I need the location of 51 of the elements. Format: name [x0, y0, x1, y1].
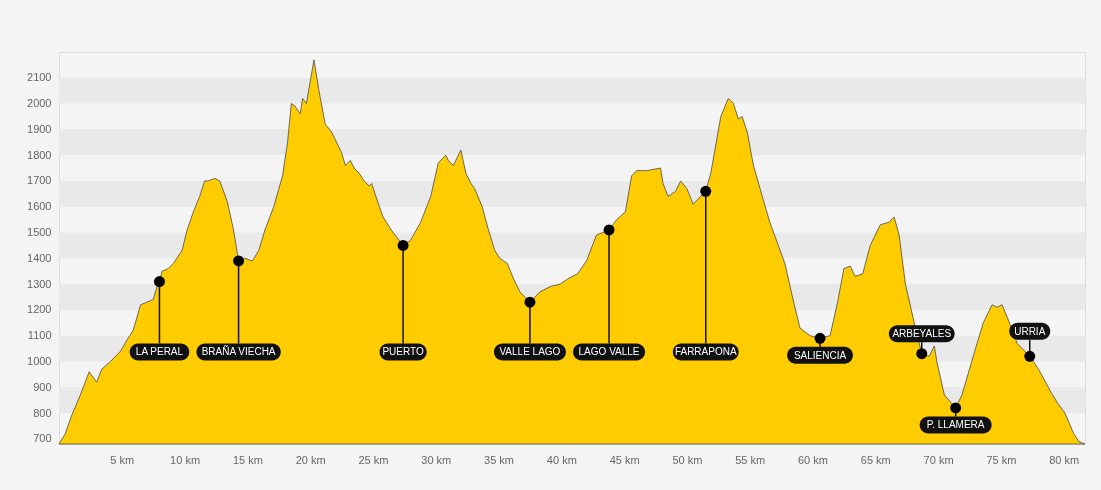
point	[524, 296, 536, 308]
annotation: LA PERAL	[135, 346, 184, 358]
point	[153, 276, 165, 287]
annotation: SALIENCIA	[793, 349, 847, 361]
annotation: LAGO VALLE	[578, 346, 640, 358]
y-tick-label: 1300	[27, 277, 52, 290]
y-tick-label: 1700	[27, 174, 52, 187]
y-tick-label: 1200	[27, 303, 52, 316]
y-tick-label: 1800	[27, 148, 52, 161]
point	[814, 332, 826, 344]
x-tick-label: 65 km	[860, 453, 891, 466]
annotation: ARBEYALES	[892, 328, 952, 340]
x-tick-label: 30 km	[421, 453, 452, 466]
y-tick-label: 1500	[27, 226, 52, 239]
point	[916, 348, 928, 360]
x-tick-label: 70 km	[923, 453, 954, 466]
y-tick-label: 800	[33, 406, 52, 419]
point	[233, 255, 245, 267]
x-tick-label: 5 km	[110, 453, 135, 466]
point	[603, 224, 615, 236]
y-tick-label: 700	[33, 432, 52, 445]
annotation: URRIA	[1014, 325, 1046, 337]
x-tick-label: 80 km	[1049, 453, 1080, 466]
y-tick-label: 2000	[27, 97, 52, 110]
annotation: BRAÑA VIECHA	[201, 345, 276, 358]
point	[700, 185, 712, 197]
point	[397, 239, 409, 251]
point	[1024, 350, 1036, 362]
y-tick-label: 2100	[27, 71, 52, 84]
y-tick-label: 1600	[27, 200, 52, 213]
y-tick-label: 1900	[27, 122, 52, 135]
x-tick-label: 50 km	[672, 453, 703, 466]
x-tick-label: 60 km	[798, 453, 828, 466]
annotation: VALLE LAGO	[499, 346, 561, 358]
y-tick-label: 1000	[27, 354, 52, 367]
x-tick-label: 15 km	[232, 453, 263, 466]
x-tick-label: 10 km	[170, 453, 201, 466]
annotation: FARRAPONA	[674, 346, 737, 358]
x-tick-label: 40 km	[546, 453, 577, 466]
x-tick-label: 55 km	[735, 453, 766, 466]
y-tick-label: 1400	[27, 251, 52, 264]
x-tick-label: 20 km	[295, 453, 326, 466]
annotation: PUERTO	[382, 346, 424, 358]
x-tick-label: 45 km	[609, 453, 640, 466]
point	[950, 402, 962, 414]
annotation: P. LLAMERA	[926, 419, 985, 431]
x-tick-label: 75 km	[986, 453, 1017, 466]
y-tick-label: 900	[33, 380, 52, 393]
x-tick-label: 25 km	[358, 453, 389, 466]
x-tick-label: 35 km	[484, 453, 515, 466]
y-tick-label: 1100	[27, 329, 52, 342]
